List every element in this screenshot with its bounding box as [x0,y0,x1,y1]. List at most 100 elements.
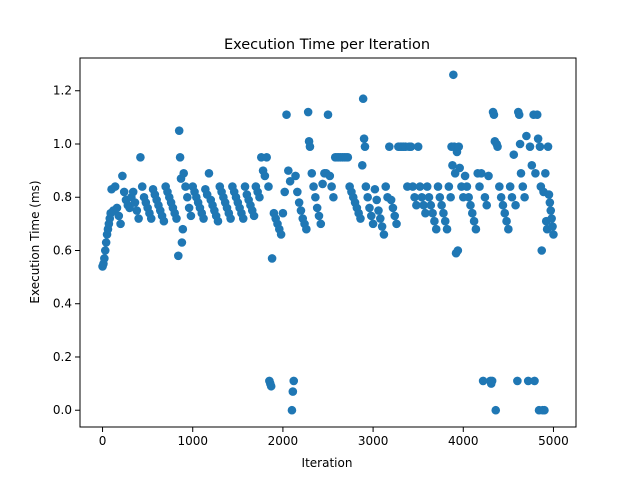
data-point [132,206,142,215]
data-point [255,192,264,202]
x-axis-label: Iteration [302,456,353,470]
data-point [307,168,317,178]
data-point [296,206,306,215]
plot-background [80,58,576,427]
data-point [543,142,553,151]
data-point [137,182,147,191]
data-point [291,171,300,181]
data-point [100,254,109,263]
x-tick-label: 0 [99,434,107,448]
data-point [505,182,515,191]
data-point [533,134,543,143]
data-point [540,405,549,415]
data-point [469,216,479,226]
y-axis-label: Execution Time (ms) [28,180,42,303]
data-point [446,192,455,202]
data-point [471,224,481,234]
data-point [522,131,531,141]
data-point [363,192,372,202]
x-tick-label: 3000 [358,434,389,448]
data-point [183,192,192,202]
data-point [356,214,365,223]
data-point [358,94,368,104]
data-point [118,171,127,181]
data-point [449,70,458,80]
data-point [293,187,302,197]
data-point [435,192,445,202]
data-point [491,405,501,415]
data-point [264,182,273,191]
data-point [385,142,394,151]
data-point [179,168,189,178]
data-point [238,214,248,223]
data-point [430,216,439,226]
data-point [504,224,513,234]
x-axis-ticks: 0 1000 2000 3000 4000 5000 [99,427,569,448]
data-point [329,192,338,202]
data-point [531,168,540,178]
data-point [462,182,472,191]
data-point [312,203,322,213]
points-layer [98,70,558,415]
data-point [294,198,304,207]
data-point [366,211,376,221]
data-point [365,203,374,213]
data-point [360,142,370,151]
data-point [442,224,452,234]
data-point [390,211,400,221]
data-point [377,222,387,231]
data-point [535,142,545,151]
data-point [431,224,441,234]
data-point [361,182,371,191]
data-point [475,182,484,191]
x-tick-label: 2000 [268,434,299,448]
data-point [213,216,223,226]
data-point [249,211,259,221]
data-point [514,110,524,120]
data-point [453,246,463,255]
data-point [184,203,194,213]
data-point [489,110,499,120]
data-point [305,142,315,151]
data-point [316,219,326,229]
data-point [181,182,190,191]
data-point [495,182,504,191]
data-point [545,198,555,207]
data-point [136,153,145,162]
chart-title: Execution Time per Iteration [224,37,430,53]
data-point [172,214,181,223]
data-point [421,208,430,218]
data-point [477,168,486,178]
data-point [199,214,208,223]
data-point [101,238,111,247]
data-point [100,246,110,255]
data-point [303,107,313,117]
data-point [379,230,389,239]
data-point [318,179,327,189]
data-point [424,192,434,202]
y-tick-label: 0.8 [53,190,72,204]
data-point [276,230,286,239]
data-point [357,160,367,170]
data-point [374,206,383,215]
data-point [280,187,290,197]
data-point [406,142,416,151]
data-point [112,203,122,213]
data-point [178,224,188,234]
data-point [500,208,510,218]
data-point [498,200,508,210]
y-tick-label: 1.2 [53,84,72,98]
data-point [466,200,475,210]
data-point [285,176,295,186]
data-point [520,192,529,202]
data-point [376,214,385,223]
data-point [480,192,490,202]
data-point [541,168,550,178]
data-point [174,126,184,135]
data-point [284,166,293,175]
data-point [262,153,271,162]
data-point [537,246,547,255]
x-tick-label: 1000 [177,434,208,448]
data-point [549,230,558,239]
data-point [311,192,320,202]
